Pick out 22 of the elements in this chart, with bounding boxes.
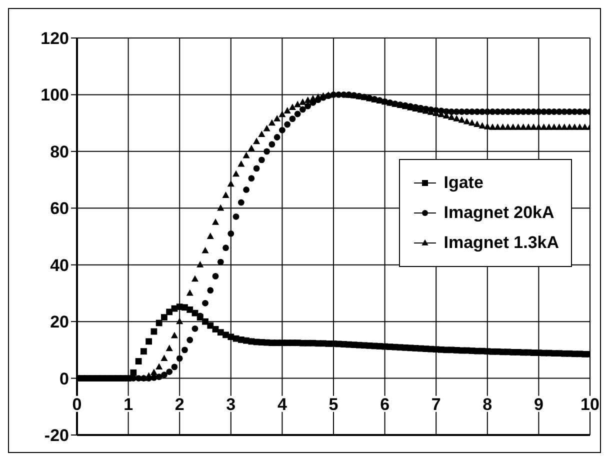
y-tick-label: 40 (50, 256, 69, 275)
y-tick-label: 60 (50, 199, 69, 218)
legend-label: Imagnet 1.3kA (444, 233, 559, 253)
x-tick-label: 10 (580, 394, 600, 414)
x-tick-label: 4 (277, 394, 288, 414)
x-tick-label: 2 (174, 394, 184, 414)
x-tick-label: 6 (380, 394, 390, 414)
legend-label: Imagnet 20kA (444, 203, 554, 223)
y-tick-label: 100 (40, 86, 69, 105)
x-tick-label: 9 (534, 394, 544, 414)
y-tick-label: 120 (40, 29, 69, 48)
legend-label: Igate (444, 173, 484, 193)
y-tick-label: 80 (50, 142, 69, 162)
y-tick-label: -20 (44, 426, 69, 446)
x-tick-label: 0 (72, 394, 82, 414)
x-tick-label: 7 (431, 394, 441, 414)
x-tick-label: 8 (482, 394, 492, 414)
y-tick-label: 20 (50, 312, 69, 332)
y-tick-label: 0 (60, 369, 69, 388)
x-tick-label: 1 (124, 394, 134, 414)
x-tick-label: 3 (226, 394, 236, 414)
x-tick-label: 5 (328, 394, 338, 414)
